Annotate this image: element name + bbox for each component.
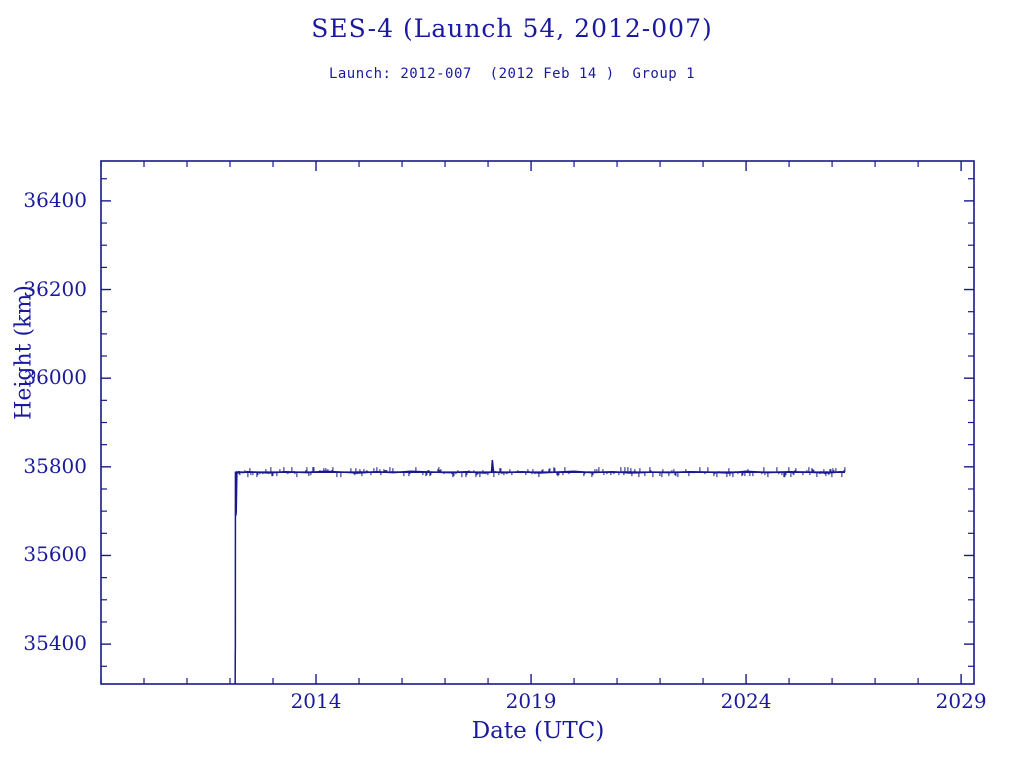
y-tick-label: 35400 [23,631,87,656]
y-tick-label: 36000 [23,365,87,390]
y-tick-label: 36400 [23,187,87,212]
y-tick-label: 35800 [23,453,87,478]
x-tick-label: 2024 [720,689,772,713]
x-tick-label: 2019 [505,689,557,713]
x-tick-label: 2029 [935,689,987,713]
data-series [234,460,846,685]
y-tick-label: 36200 [23,276,87,301]
y-tick-label: 35600 [23,542,87,567]
axes-frame [100,160,975,685]
x-tick-label: 2014 [290,689,342,713]
axis-ticks [100,161,974,684]
x-axis-label: Date (UTC) [471,718,605,744]
chart-title: SES-4 (Launch 54, 2012-007) [311,14,713,43]
chart-subtitle: Launch: 2012-007 (2012 Feb 14 ) Group 1 [328,66,696,82]
